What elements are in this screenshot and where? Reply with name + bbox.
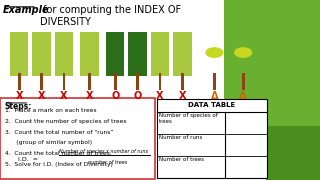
Polygon shape (106, 32, 124, 76)
Polygon shape (88, 73, 91, 90)
Text: Number of species x number of runs: Number of species x number of runs (59, 149, 148, 154)
Text: X: X (156, 91, 164, 101)
Text: DATA TABLE: DATA TABLE (188, 102, 236, 108)
Text: 1.  Place a mark on each trees: 1. Place a mark on each trees (5, 108, 96, 113)
Polygon shape (18, 73, 21, 90)
Text: Δ: Δ (211, 91, 218, 101)
Polygon shape (136, 73, 139, 90)
Text: (group of similar symbol): (group of similar symbol) (5, 140, 92, 145)
Text: I.D.  =: I.D. = (18, 157, 38, 162)
Polygon shape (114, 73, 117, 90)
Circle shape (235, 48, 252, 57)
Polygon shape (55, 32, 73, 76)
FancyBboxPatch shape (157, 99, 267, 178)
FancyBboxPatch shape (266, 0, 320, 180)
Polygon shape (213, 73, 216, 90)
Text: Δ: Δ (239, 91, 247, 101)
FancyBboxPatch shape (224, 0, 320, 126)
Polygon shape (80, 32, 99, 76)
Text: Number of runs: Number of runs (159, 135, 202, 140)
Polygon shape (10, 32, 28, 76)
Text: Number of trees: Number of trees (159, 158, 204, 162)
Text: for computing the INDEX OF
DIVERSITY: for computing the INDEX OF DIVERSITY (40, 5, 181, 27)
Text: O: O (111, 91, 119, 101)
Circle shape (206, 48, 223, 57)
Text: Number of species of
trees: Number of species of trees (159, 113, 218, 124)
Text: Steps:: Steps: (5, 102, 32, 111)
Text: X: X (60, 91, 68, 101)
Text: Example: Example (3, 5, 50, 15)
Polygon shape (158, 73, 162, 90)
Text: 4.  Count the total number of trees.: 4. Count the total number of trees. (5, 151, 112, 156)
Text: number of trees: number of trees (88, 160, 127, 165)
Polygon shape (181, 73, 184, 90)
Text: X: X (179, 91, 186, 101)
Polygon shape (151, 32, 169, 76)
Text: X: X (38, 91, 45, 101)
Polygon shape (242, 73, 245, 90)
Text: 2.  Count the number of species of trees: 2. Count the number of species of trees (5, 119, 126, 124)
Polygon shape (128, 32, 147, 76)
Text: 5.  Solve for I.D. (Index of Diversity): 5. Solve for I.D. (Index of Diversity) (5, 162, 113, 167)
FancyBboxPatch shape (0, 98, 155, 179)
Polygon shape (32, 32, 51, 76)
Text: X: X (86, 91, 93, 101)
Text: 3.  Count the total number of “runs”: 3. Count the total number of “runs” (5, 130, 113, 135)
Polygon shape (173, 32, 192, 76)
Text: O: O (133, 91, 142, 101)
Polygon shape (62, 73, 66, 90)
Text: X: X (15, 91, 23, 101)
Polygon shape (40, 73, 43, 90)
